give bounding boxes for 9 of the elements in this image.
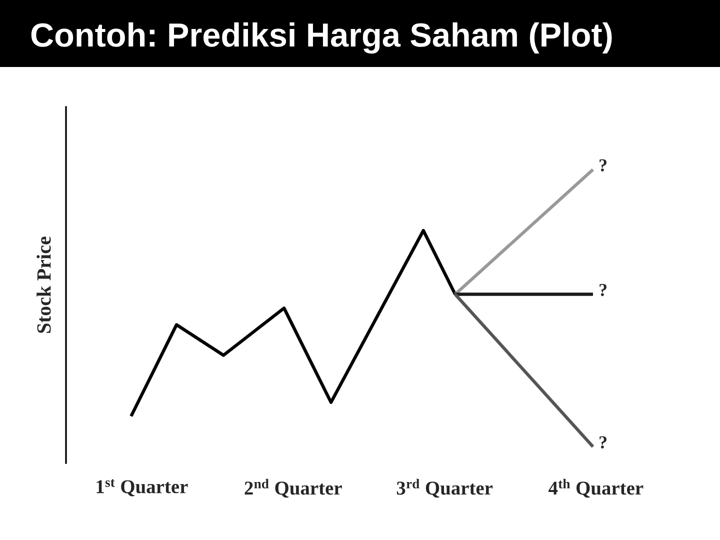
x-tick-label: 2$^{nd}$ Quarter — [244, 478, 342, 498]
y-axis-title: Stock Price — [36, 236, 51, 333]
x-tick-label: 3$^{rd}$ Quarter — [396, 478, 493, 498]
text: ? — [600, 159, 606, 172]
text: ? — [600, 284, 606, 296]
x-tick-label: 1$^{st}$ Quarter — [96, 479, 188, 496]
x-tick-label: 4$^{th}$ Quarter — [548, 478, 644, 498]
chart-title: Contoh: Prediksi Harga Saham (Plot) — [31, 22, 612, 54]
text: ? — [600, 436, 606, 448]
